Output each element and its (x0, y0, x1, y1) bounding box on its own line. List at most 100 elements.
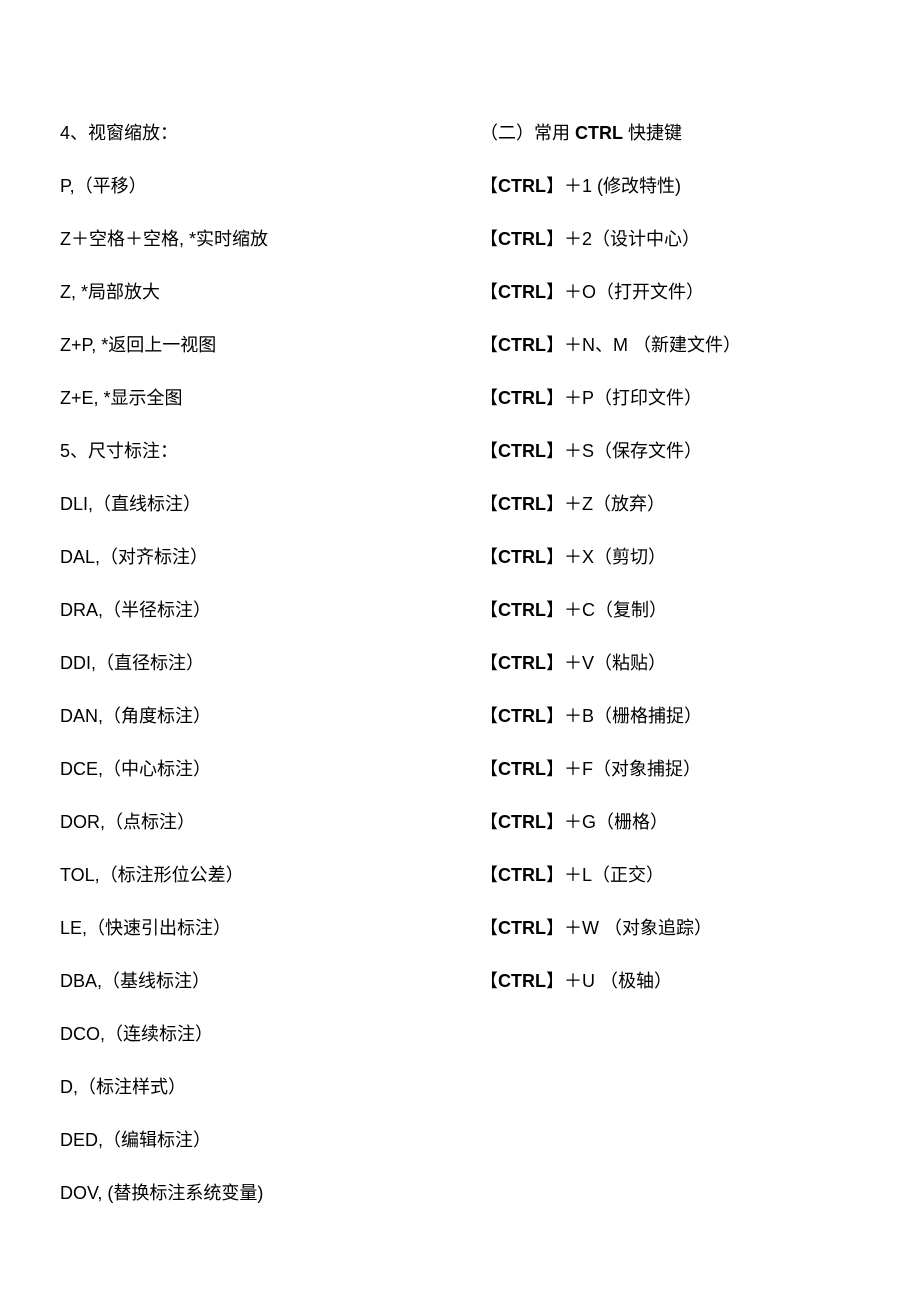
bracket-close: 】 (546, 600, 564, 620)
shortcut-key: ＋P (564, 388, 594, 408)
command-text: Z+E, (60, 388, 99, 408)
description-text: （直线标注） (93, 494, 201, 514)
command-text: TOL, (60, 865, 100, 885)
shortcut-key: ＋F (564, 759, 593, 779)
bracket-open: 【 (480, 282, 498, 302)
shortcut-description: （极轴） (600, 971, 672, 991)
bracket-open: 【 (480, 176, 498, 196)
left-line-6: 5、尺寸标注： (60, 438, 440, 465)
bracket-open: 【 (480, 441, 498, 461)
bracket-close: 】 (546, 759, 564, 779)
shortcut-key: ＋2 (564, 229, 592, 249)
shortcut-description: (修改特性) (592, 176, 681, 196)
left-line-7: DLI,（直线标注） (60, 491, 440, 518)
bracket-open: 【 (480, 865, 498, 885)
shortcut-key: ＋X (564, 547, 594, 567)
description-text: （连续标注） (105, 1024, 213, 1044)
bracket-close: 】 (546, 812, 564, 832)
ctrl-label: CTRL (498, 388, 546, 408)
left-column: 4、视窗缩放：P,（平移）Z＋空格＋空格, *实时缩放Z, *局部放大Z+P, … (60, 120, 440, 1233)
bracket-close: 】 (546, 229, 564, 249)
description-text: (替换标注系统变量) (102, 1183, 263, 1203)
description-text: （快速引出标注） (87, 918, 231, 938)
right-line-1: 【CTRL】＋1 (修改特性) (480, 173, 860, 200)
right-line-5: 【CTRL】＋P（打印文件） (480, 385, 860, 412)
bracket-close: 】 (546, 865, 564, 885)
left-line-9: DRA,（半径标注） (60, 597, 440, 624)
ctrl-label: CTRL (498, 812, 546, 832)
left-line-10: DDI,（直径标注） (60, 650, 440, 677)
ctrl-label: CTRL (498, 600, 546, 620)
command-text: DOR, (60, 812, 105, 832)
shortcut-description: （粘贴） (594, 653, 666, 673)
shortcut-key: ＋S (564, 441, 594, 461)
description-text: （对齐标注） (100, 547, 208, 567)
command-text: DAL, (60, 547, 100, 567)
bracket-close: 】 (546, 441, 564, 461)
ctrl-label: CTRL (498, 918, 546, 938)
command-text: DOV, (60, 1183, 102, 1203)
command-text: DLI, (60, 494, 93, 514)
command-text: DED, (60, 1130, 103, 1150)
shortcut-key: ＋W (564, 918, 604, 938)
bracket-close: 】 (546, 388, 564, 408)
shortcut-description: （设计中心） (592, 229, 700, 249)
ctrl-label: CTRL (498, 653, 546, 673)
right-line-15: 【CTRL】＋W （对象追踪） (480, 915, 860, 942)
title-suffix: 快捷键 (623, 123, 682, 143)
ctrl-label: CTRL (498, 441, 546, 461)
left-line-20: DOV, (替换标注系统变量) (60, 1180, 440, 1207)
bracket-close: 】 (546, 918, 564, 938)
bracket-open: 【 (480, 547, 498, 567)
command-text: LE, (60, 918, 87, 938)
left-line-16: DBA,（基线标注） (60, 968, 440, 995)
shortcut-key: ＋O (564, 282, 596, 302)
command-text: DRA, (60, 600, 103, 620)
right-line-9: 【CTRL】＋C（复制） (480, 597, 860, 624)
left-line-15: LE,（快速引出标注） (60, 915, 440, 942)
bracket-open: 【 (480, 388, 498, 408)
description-text: *显示全图 (99, 388, 183, 408)
bracket-open: 【 (480, 706, 498, 726)
left-line-19: DED,（编辑标注） (60, 1127, 440, 1154)
bracket-open: 【 (480, 759, 498, 779)
bracket-close: 】 (546, 282, 564, 302)
right-line-10: 【CTRL】＋V（粘贴） (480, 650, 860, 677)
left-line-3: Z, *局部放大 (60, 279, 440, 306)
description-text: （半径标注） (103, 600, 211, 620)
right-line-13: 【CTRL】＋G（栅格） (480, 809, 860, 836)
description-text: （基线标注） (102, 971, 210, 991)
left-line-4: Z+P, *返回上一视图 (60, 332, 440, 359)
shortcut-description: （打印文件） (594, 388, 702, 408)
bracket-open: 【 (480, 335, 498, 355)
description-text: （点标注） (105, 812, 195, 832)
document-container: 4、视窗缩放：P,（平移）Z＋空格＋空格, *实时缩放Z, *局部放大Z+P, … (60, 120, 860, 1233)
command-text: DCO, (60, 1024, 105, 1044)
bracket-close: 】 (546, 547, 564, 567)
shortcut-description: （新建文件） (633, 335, 741, 355)
shortcut-description: （栅格捕捉） (594, 706, 702, 726)
shortcut-key: ＋N、M (564, 335, 633, 355)
shortcut-description: （剪切） (594, 547, 666, 567)
left-line-2: Z＋空格＋空格, *实时缩放 (60, 226, 440, 253)
bracket-close: 】 (546, 494, 564, 514)
bracket-close: 】 (546, 971, 564, 991)
left-line-17: DCO,（连续标注） (60, 1021, 440, 1048)
shortcut-description: （打开文件） (596, 282, 704, 302)
right-line-16: 【CTRL】＋U （极轴） (480, 968, 860, 995)
left-line-1: P,（平移） (60, 173, 440, 200)
left-line-14: TOL,（标注形位公差） (60, 862, 440, 889)
title-bold: CTRL (575, 123, 623, 143)
shortcut-key: ＋G (564, 812, 596, 832)
ctrl-label: CTRL (498, 547, 546, 567)
bracket-open: 【 (480, 600, 498, 620)
bracket-close: 】 (546, 335, 564, 355)
shortcut-key: ＋B (564, 706, 594, 726)
description-text: （编辑标注） (103, 1130, 211, 1150)
bracket-open: 【 (480, 229, 498, 249)
bracket-open: 【 (480, 653, 498, 673)
shortcut-key: ＋L (564, 865, 592, 885)
left-line-18: D,（标注样式） (60, 1074, 440, 1101)
right-line-7: 【CTRL】＋Z（放弃） (480, 491, 860, 518)
ctrl-label: CTRL (498, 706, 546, 726)
